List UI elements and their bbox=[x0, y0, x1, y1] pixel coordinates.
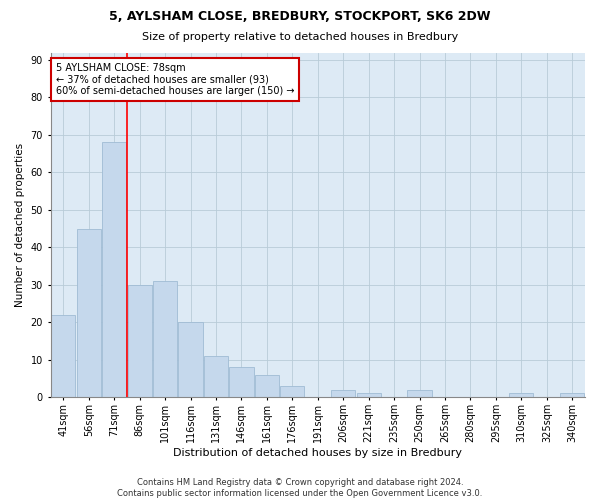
Bar bbox=[102, 142, 126, 397]
Text: Size of property relative to detached houses in Bredbury: Size of property relative to detached ho… bbox=[142, 32, 458, 42]
Bar bbox=[255, 374, 279, 397]
Bar bbox=[77, 228, 101, 397]
Bar bbox=[331, 390, 355, 397]
Bar bbox=[229, 367, 254, 397]
Y-axis label: Number of detached properties: Number of detached properties bbox=[15, 142, 25, 307]
Bar bbox=[509, 394, 533, 397]
Bar bbox=[407, 390, 431, 397]
Bar bbox=[51, 314, 76, 397]
Bar bbox=[128, 284, 152, 397]
Bar bbox=[204, 356, 228, 397]
Bar bbox=[560, 394, 584, 397]
Text: 5, AYLSHAM CLOSE, BREDBURY, STOCKPORT, SK6 2DW: 5, AYLSHAM CLOSE, BREDBURY, STOCKPORT, S… bbox=[109, 10, 491, 23]
Text: Contains HM Land Registry data © Crown copyright and database right 2024.
Contai: Contains HM Land Registry data © Crown c… bbox=[118, 478, 482, 498]
Bar bbox=[280, 386, 304, 397]
Bar bbox=[153, 281, 177, 397]
Bar bbox=[178, 322, 203, 397]
X-axis label: Distribution of detached houses by size in Bredbury: Distribution of detached houses by size … bbox=[173, 448, 462, 458]
Bar bbox=[356, 394, 381, 397]
Text: 5 AYLSHAM CLOSE: 78sqm
← 37% of detached houses are smaller (93)
60% of semi-det: 5 AYLSHAM CLOSE: 78sqm ← 37% of detached… bbox=[56, 63, 295, 96]
